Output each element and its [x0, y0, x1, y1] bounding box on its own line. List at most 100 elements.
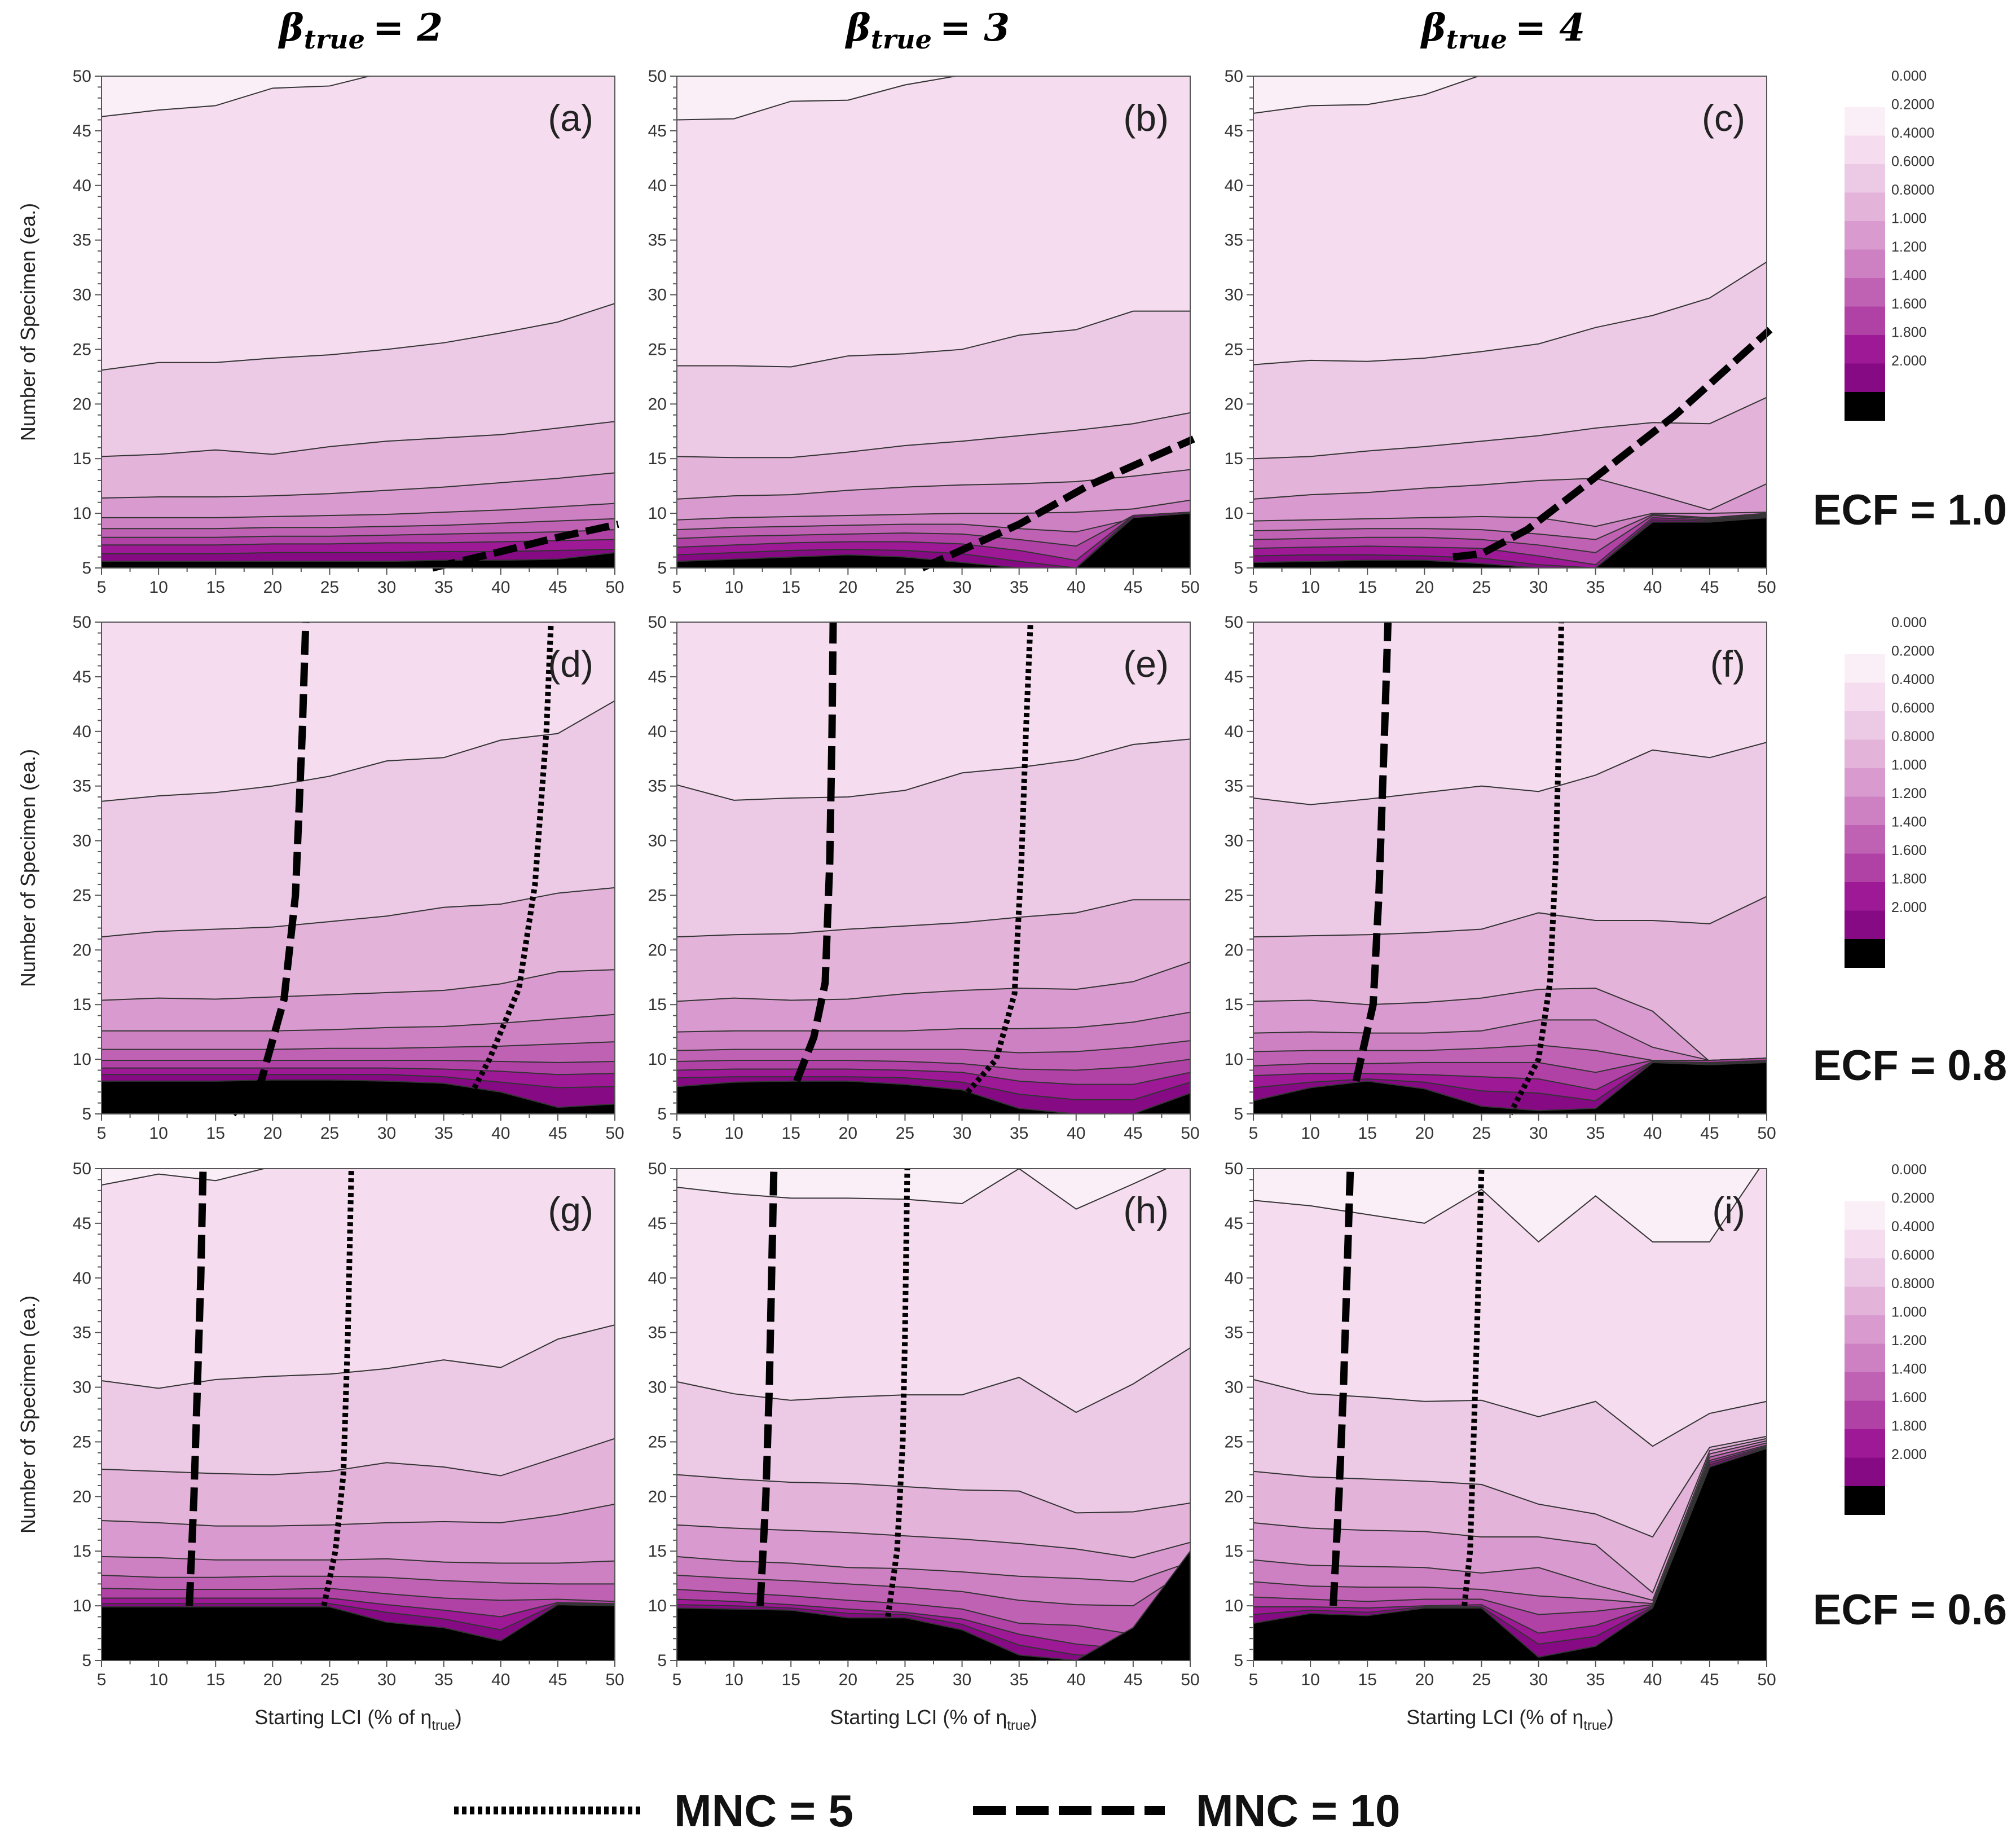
y-tick-label: 20	[73, 941, 91, 959]
contour-panel: 5 10 15 20 25 30 35 40 45 50 5 10 15 20 25 30 35 40 45 50 (e…	[648, 613, 1200, 1143]
y-axis-title: Number of Specimen (ea.)	[16, 1296, 39, 1534]
y-tick-label: 40	[648, 177, 667, 195]
contour-line	[102, 421, 615, 457]
y-tick-label: 40	[73, 722, 91, 741]
y-tick-label: 45	[1225, 668, 1243, 686]
colorbar-swatch	[1845, 192, 1885, 222]
colorbar-label: 1.600	[1891, 296, 1927, 312]
contour-band	[102, 1605, 615, 1660]
contour-line	[102, 1574, 615, 1585]
contour-line	[102, 1079, 615, 1108]
colorbar-label: 1.000	[1891, 211, 1927, 227]
x-tick-label: 35	[1010, 1671, 1028, 1689]
mnc5-line	[1507, 622, 1564, 1116]
colorbar-swatch	[1845, 1230, 1885, 1259]
column-title-beta-3: βtrue = 3	[844, 6, 1010, 55]
colorbar-swatch	[1845, 682, 1885, 712]
colorbar-label: 1.400	[1891, 814, 1927, 830]
y-tick-label: 30	[1225, 286, 1243, 305]
y-tick-label: 15	[648, 1542, 667, 1561]
colorbar-label: 2.000	[1891, 353, 1927, 369]
y-tick-label: 25	[648, 886, 667, 905]
contour-line	[102, 887, 615, 938]
x-tick-label: 45	[548, 1124, 567, 1143]
colorbar-label: 0.2000	[1891, 644, 1934, 659]
contour-area	[677, 1169, 1190, 1660]
contour-line	[102, 503, 615, 518]
contour-line	[677, 1059, 1190, 1071]
x-tick-label: 5	[1249, 1124, 1258, 1143]
y-tick-label: 30	[648, 832, 667, 851]
colorbar-swatch	[1845, 335, 1885, 364]
colorbar-swatch	[1845, 1457, 1885, 1487]
colorbar-label: 0.8000	[1891, 182, 1934, 198]
contour-line	[102, 1041, 615, 1050]
y-tick-label: 30	[648, 1378, 667, 1397]
x-tick-label: 25	[1472, 1124, 1491, 1143]
contour-panel: 5 10 15 20 25 30 35 40 45 50 5 10 15 20 25 30 35 40 45 50 (d…	[16, 613, 624, 1143]
colorbar-swatch	[1845, 1258, 1885, 1287]
y-tick-label: 40	[1225, 1269, 1243, 1288]
contour-line	[102, 1556, 615, 1564]
x-tick-label: 15	[1358, 1124, 1377, 1143]
mnc5-line	[965, 622, 1033, 1094]
colorbar-label: 0.6000	[1891, 1248, 1934, 1263]
x-tick-label: 35	[1010, 1124, 1028, 1143]
contour-panel: 5 10 15 20 25 30 35 40 45 50 5 10 15 20 25 30 35 40 45 50 (a…	[16, 67, 624, 597]
x-tick-label: 10	[1301, 1671, 1319, 1689]
y-tick-label: 5	[657, 559, 667, 578]
contour-line	[1253, 1444, 1767, 1615]
panel-label: (c)	[1702, 97, 1745, 139]
y-tick-label: 30	[73, 832, 91, 851]
x-tick-label: 40	[1067, 1671, 1085, 1689]
y-tick-label: 20	[73, 1487, 91, 1506]
x-tick-label: 25	[1472, 578, 1491, 597]
x-tick-label: 15	[206, 1671, 225, 1689]
colorbar-swatch	[1845, 1287, 1885, 1316]
y-tick-label: 45	[648, 668, 667, 686]
panel-label: (i)	[1712, 1189, 1745, 1231]
colorbar: 0.000 0.2000 0.4000 0.6000 0.8000 1.000 1.200 1…	[1845, 68, 1934, 421]
x-tick-label: 30	[377, 578, 396, 597]
y-tick-label: 20	[1225, 395, 1243, 413]
x-axis-title: Starting LCI (% of ηtrue)	[254, 1706, 462, 1733]
colorbar-label: 1.000	[1891, 1305, 1927, 1320]
contour-line	[102, 472, 615, 499]
x-tick-label: 10	[724, 1671, 743, 1689]
x-tick-label: 50	[1757, 578, 1776, 597]
legend-mnc10-label: MNC = 10	[1196, 1786, 1400, 1836]
y-tick-label: 15	[1225, 1542, 1243, 1561]
contour-line	[677, 1068, 1190, 1085]
x-axis-title: Starting LCI (% of ηtrue)	[830, 1706, 1037, 1733]
y-tick-label: 25	[1225, 1433, 1243, 1451]
colorbar-swatch	[1845, 363, 1885, 393]
colorbar-label: 0.000	[1891, 68, 1927, 84]
contour-line	[102, 700, 615, 802]
x-tick-label: 35	[434, 1671, 453, 1689]
beta-subscript: true	[304, 24, 365, 55]
y-tick-label: 35	[648, 777, 667, 796]
contour-line	[677, 512, 1190, 568]
y-tick-label: 35	[648, 231, 667, 250]
y-tick-label: 50	[73, 1160, 91, 1178]
y-tick-label: 30	[73, 286, 91, 305]
y-tick-label: 25	[648, 340, 667, 359]
row-label-ecf-0-6: ECF = 0.6	[1813, 1586, 2007, 1634]
colorbar-swatch	[1845, 135, 1885, 165]
colorbar-swatch	[1845, 278, 1885, 307]
y-tick-label: 35	[73, 777, 91, 796]
y-tick-label: 45	[73, 1214, 91, 1233]
contour-line	[1253, 261, 1767, 365]
x-tick-label: 30	[953, 1124, 971, 1143]
beta-subscript: true	[1446, 24, 1507, 55]
contour-line	[1253, 896, 1767, 938]
contour-line	[1253, 1061, 1767, 1112]
colorbar-label: 0.000	[1891, 1162, 1927, 1178]
contour-line	[102, 1169, 266, 1186]
contour-line	[1253, 988, 1767, 1063]
contour-line	[677, 1080, 1190, 1114]
y-tick-label: 40	[1225, 722, 1243, 741]
y-tick-label: 25	[1225, 340, 1243, 359]
contour-line	[102, 529, 615, 538]
